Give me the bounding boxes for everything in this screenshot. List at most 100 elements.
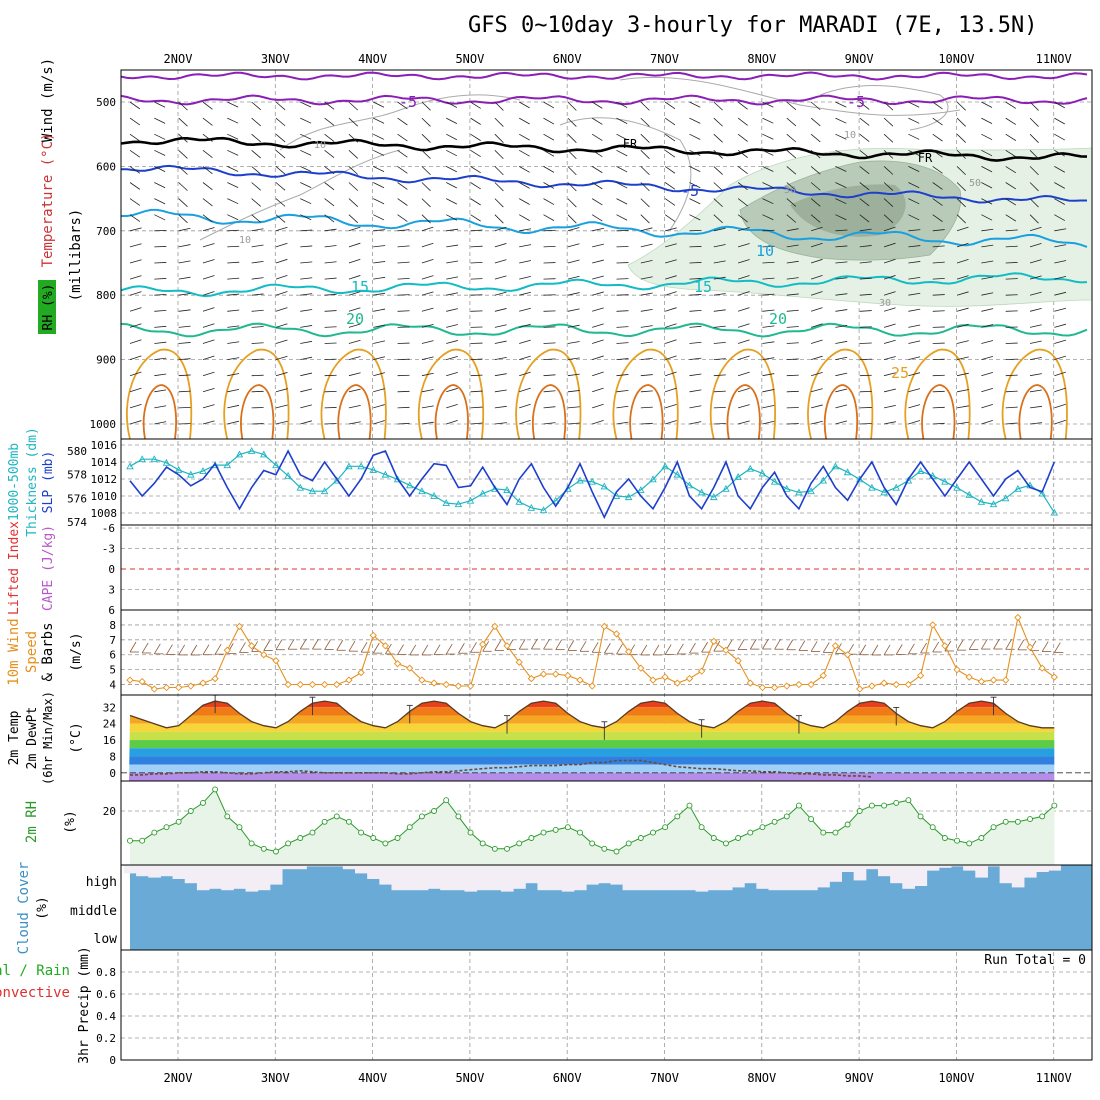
wind-barb (446, 324, 458, 328)
wind-barb (275, 182, 286, 191)
cloud-high-gap (1023, 865, 1037, 878)
wind-barb (591, 214, 603, 222)
wind-barb (981, 371, 994, 377)
wind-barb (373, 101, 385, 108)
wind-barb (129, 101, 141, 110)
wind-barb (664, 198, 676, 206)
wind-barb (275, 198, 286, 207)
pressure-tick: 1000 (90, 418, 117, 431)
wind-barb (689, 133, 701, 140)
wind-barb (567, 150, 577, 160)
wind-barb (348, 242, 361, 248)
wind-barb (737, 133, 748, 142)
wind-barb (762, 309, 775, 312)
wind-barb (591, 117, 603, 125)
cloud-high-gap (257, 865, 271, 891)
surface-wind-barb (701, 641, 708, 653)
surface-wind-barb (579, 641, 587, 652)
wind-speed-point (187, 682, 195, 690)
wind-speed-point (406, 664, 414, 672)
thickness-point (272, 461, 280, 469)
wind-barb (470, 229, 483, 232)
thickness-point (916, 467, 925, 475)
wind-barb (348, 198, 359, 208)
wind-barb (397, 133, 408, 142)
rh-point (783, 813, 790, 820)
rh-point (358, 829, 365, 836)
wind-barb (324, 277, 337, 280)
wind-barb (592, 387, 604, 393)
wind-barb (178, 214, 188, 224)
wind-barb (300, 293, 313, 296)
ylabel-lifted-index: Lifted Index (7, 521, 22, 615)
wind-barb (543, 182, 555, 189)
wind-barb (835, 198, 847, 205)
cloud-high-gap (622, 865, 636, 891)
surface-wind-barb (312, 638, 319, 650)
wind-barb (956, 242, 969, 248)
surface-wind-barb (749, 638, 757, 650)
wind-speed-point (162, 683, 171, 692)
thickness-point (174, 465, 183, 473)
rh-point (516, 840, 523, 847)
cloud-high-gap (318, 865, 332, 867)
isotherm-25-lobe (807, 348, 874, 439)
wind-barb (421, 101, 431, 111)
wind-barb (446, 228, 459, 232)
thickness-point (819, 476, 828, 484)
rh-point (905, 797, 912, 804)
wind-barb (251, 182, 262, 191)
cloud-high-gap (452, 865, 465, 891)
thickness-point (989, 500, 998, 508)
wind-barb (616, 198, 628, 205)
wind-barb (810, 101, 821, 111)
wind-barb (665, 387, 677, 393)
wind-barb (1005, 229, 1018, 232)
wind-barb (981, 356, 994, 360)
thickness-point (892, 483, 900, 491)
rh-point (431, 808, 438, 814)
wind-barb (324, 342, 337, 344)
wind-barb (811, 404, 823, 409)
rh-point (1002, 818, 1009, 825)
wind-barb (859, 293, 872, 296)
cloud-high-gap (987, 865, 1001, 867)
cloud-high-gap (123, 865, 137, 874)
wind-barb (446, 371, 458, 377)
wind-barb (956, 291, 969, 296)
wind-barb (494, 166, 504, 176)
wind-barb (616, 421, 629, 425)
wind-speed-point (381, 642, 390, 650)
wind-barb (956, 307, 969, 312)
top-date-label: 4NOV (358, 52, 387, 66)
ylabel-wind10: 10m Wind (6, 618, 22, 685)
thickness-point (418, 487, 426, 495)
isotherm-25-lobe (904, 348, 971, 439)
wind-barb (835, 149, 847, 156)
wind-barb (738, 275, 750, 280)
wind-barb (470, 149, 481, 158)
rh-point (187, 808, 194, 814)
panel-frame-li (120, 524, 1093, 611)
rh-point (236, 824, 243, 831)
wind-barb (689, 325, 702, 328)
wind-barb (251, 214, 262, 223)
wind-speed-point (515, 658, 523, 666)
cloud-high-gap (269, 865, 283, 885)
wind-barb (738, 259, 750, 264)
ylabel-temp-units: (°C) (69, 722, 84, 753)
wind-barb (519, 307, 531, 312)
wind-barb (202, 101, 213, 110)
wind-barb (859, 101, 870, 110)
wind-barb (202, 388, 215, 393)
wind-barb (275, 323, 288, 328)
wind-barb (397, 294, 410, 296)
wind-barb (908, 133, 920, 140)
wind-barb (154, 341, 167, 344)
wind-tick: 7 (109, 634, 116, 647)
wind-barb (373, 133, 385, 140)
wind-barb (713, 276, 726, 280)
wind-barb (859, 261, 872, 264)
wind-barb (348, 388, 361, 393)
wind-barb (713, 150, 723, 159)
